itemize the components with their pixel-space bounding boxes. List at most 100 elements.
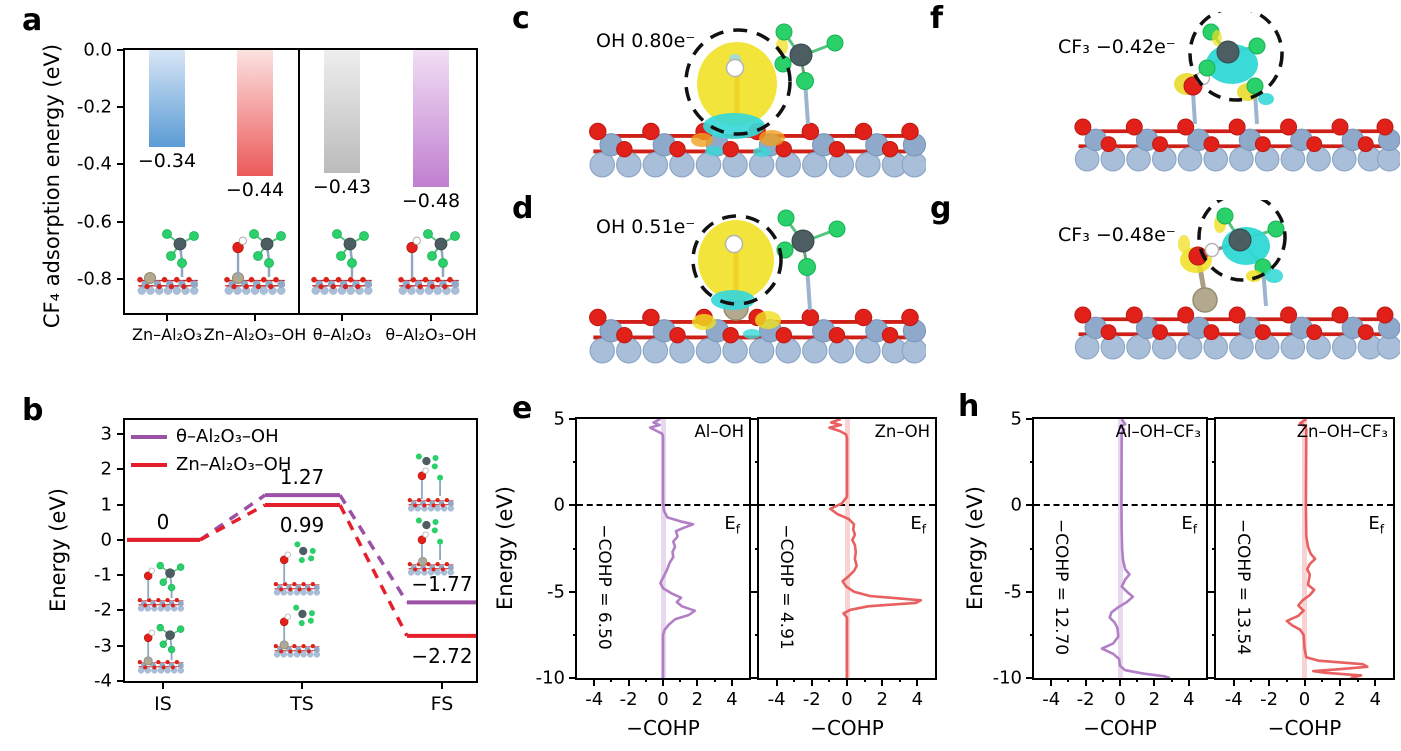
x-tick-label: -2 [1260,689,1279,710]
plot-title: Al–OH [694,422,744,441]
y-tick [751,677,759,679]
level-label: −1.77 [411,572,473,597]
axis-label-y-cohp-h: Energy (eV) [963,486,987,610]
charge-blob-yellow-oh [697,42,777,126]
x-minor-tick [1136,678,1139,682]
atom-carbon [1228,228,1252,252]
y-minor-tick [1212,547,1216,550]
x-tick-label: 0 [1298,689,1311,710]
x-category-label: FS [430,693,454,715]
charge-annotation-d: OH 0.51e⁻ [596,216,696,238]
structure-inset-fs-theta [407,453,455,512]
x-tick [1374,678,1377,686]
x-tick-label: 2 [1148,689,1161,710]
x-tick [627,678,630,686]
y-tick [117,644,125,647]
y-tick-label: -4 [94,670,112,692]
x-tick-label: 2 [876,689,888,710]
y-tick-label: -0.6 [76,211,112,233]
x-tick [341,313,343,321]
dashed-circle-d [691,214,783,306]
y-minor-tick [573,547,577,550]
y-tick-label: -1 [94,564,112,586]
y-tick-label: 5 [1010,408,1022,430]
x-tick [775,678,778,686]
plot-title: Zn–OH [874,422,930,441]
panel-label-g: g [930,191,952,226]
x-minor-tick [1067,678,1070,682]
level-label: 1.27 [279,465,325,490]
axis-label-x: −COHP [1267,716,1342,740]
structure-inset-ts-theta [273,541,321,596]
y-minor-tick [573,633,577,636]
y-tick-label: 2 [100,458,112,480]
cohp-plot-al-oh: Al–OH Ef −COHP = 6.50 5 0 -5 -10 -4 -2 0 2 4 −COHP [536,409,751,740]
plot-title: Zn–OH–CF₃ [1296,422,1388,441]
x-tick [1338,678,1341,686]
x-minor-tick [793,678,796,682]
y-tick-label: -3 [94,635,112,657]
y-tick [1026,504,1034,507]
x-tick-label: 4 [1183,689,1195,710]
structure-panel-c [587,23,926,178]
zero-band [1117,419,1123,678]
panel-label-a: a [22,3,43,38]
panel-label-c: c [512,1,530,36]
x-tick [1268,678,1271,686]
category-label: Zn–Al₂O₃ [132,325,202,344]
cohp-integral-annotation: −COHP = 12.70 [1051,518,1071,656]
x-minor-tick [1321,678,1324,682]
x-minor-tick [1285,678,1288,682]
x-tick-label: -4 [767,689,786,710]
legend-label-zn: Zn–Al₂O₃–OH [176,454,292,475]
x-minor-tick [644,678,647,682]
bar-1 [237,50,273,176]
x-tick [1303,678,1306,686]
y-minor-tick [1030,633,1034,636]
structure-panel-f [1072,12,1400,172]
level-label: −2.72 [411,643,473,668]
y-minor-tick [1212,633,1216,636]
x-minor-tick [1170,678,1173,682]
panel-label-d: d [512,191,534,226]
x-tick-label: 4 [911,689,924,710]
y-tick [569,677,577,679]
dashed-circle-c [684,28,792,136]
panel-divider [298,50,300,313]
x-tick-label: 4 [726,689,738,710]
x-tick-label: -2 [1076,689,1095,710]
bar-value-label: −0.34 [137,150,197,173]
x-tick [301,681,303,689]
structure-inset-zn-al2o3-oh [224,228,287,295]
y-tick [1026,677,1034,679]
y-tick [117,220,125,223]
x-minor-tick [679,678,682,682]
charge-blob-cyan-base [703,113,765,139]
bar-chart-cf4-adsorption: −0.34 Zn–Al₂O₃ −0.44 Zn–Al₂O₃–OH −0.43 θ–Al₂O… [77,40,478,344]
structure-inset-fs-zn [407,517,455,576]
x-tick [1232,678,1235,686]
category-label: θ–Al₂O₃–OH [385,325,477,344]
structure-inset-is-zn [137,623,186,674]
bar-2 [324,50,360,173]
structure-panel-g [1072,200,1400,360]
zero-band [660,419,666,678]
y-tick-label: -5 [547,581,565,603]
x-tick [881,678,884,686]
y-tick [1208,418,1216,420]
y-minor-tick [1030,461,1034,464]
y-tick [117,163,125,166]
y-tick [1026,590,1034,593]
bar-value-label: −0.48 [401,190,461,213]
y-tick-label: 3 [100,423,112,445]
y-tick [117,609,125,612]
x-tick [441,681,443,689]
y-minor-tick [755,461,759,464]
y-tick [1026,418,1034,420]
axis-label-y-energy: Energy (eV) [46,488,70,612]
y-tick [751,590,759,593]
y-tick-label: 1 [100,494,112,516]
structure-inset-theta-al2o3 [311,228,373,295]
energy-diagram-lines [127,493,476,638]
atom-hydrogen [724,234,744,254]
